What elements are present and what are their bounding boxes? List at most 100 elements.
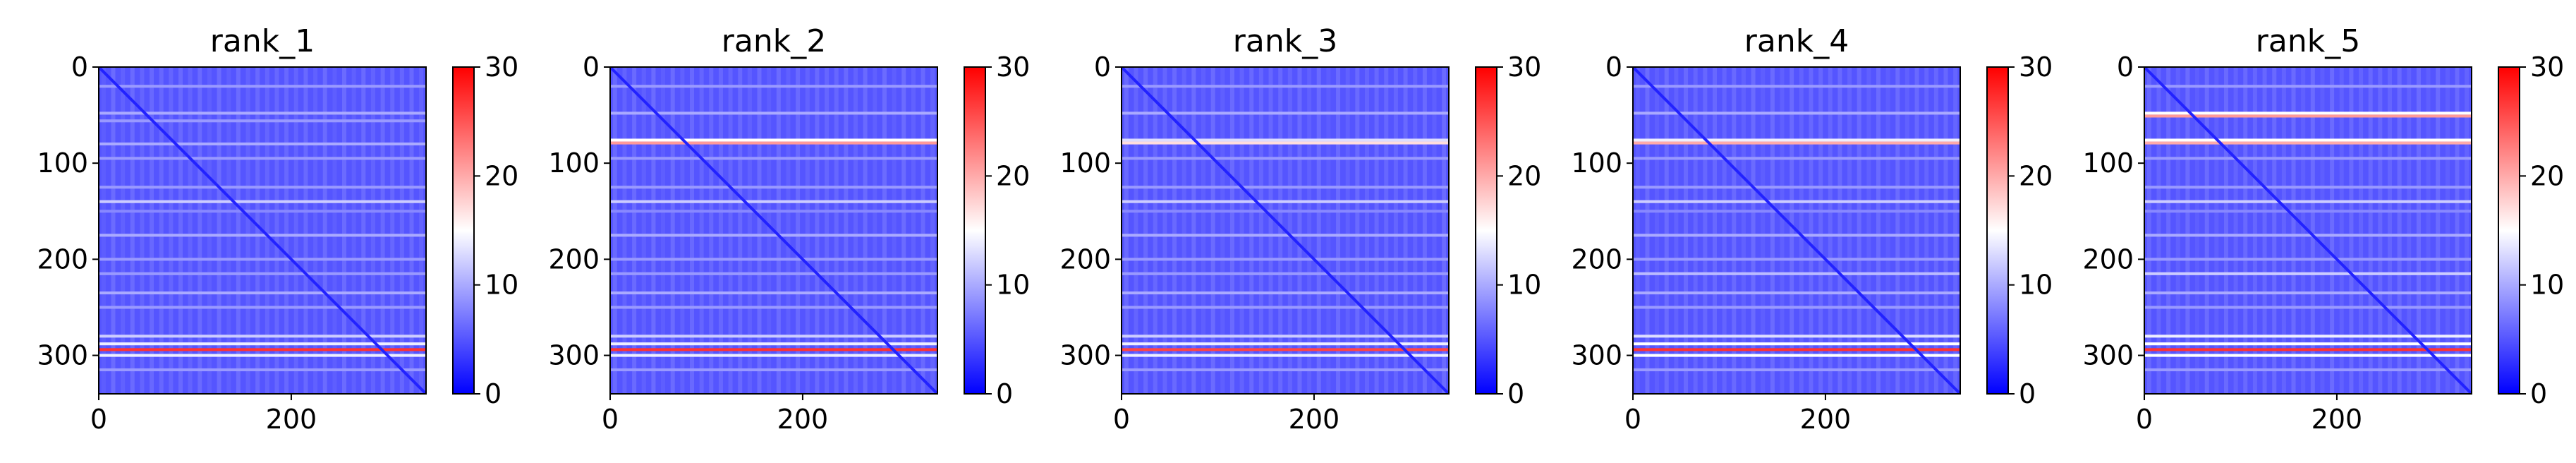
heatmap-texture-column bbox=[188, 67, 193, 394]
heatmap-texture-column bbox=[1268, 67, 1273, 394]
heatmap-texture-column bbox=[1143, 67, 1148, 394]
heatmap-panel-1: rank_1 0 100 200 300 0 200 0 10 20 30 bbox=[37, 23, 518, 435]
colorbar-tick-label: 10 bbox=[1507, 270, 1541, 301]
heatmap-band bbox=[610, 258, 937, 261]
heatmap-texture-column bbox=[303, 67, 308, 394]
heatmap-texture-column bbox=[2310, 67, 2315, 394]
heatmap-texture-column bbox=[680, 67, 685, 394]
heatmap-texture-column bbox=[1914, 67, 1919, 394]
heatmap-texture-column bbox=[1316, 67, 1321, 394]
colorbar bbox=[1986, 66, 2009, 395]
colorbar bbox=[452, 66, 475, 395]
heatmap-texture-column bbox=[2262, 67, 2267, 394]
colorbar-tick-label: 10 bbox=[485, 270, 518, 301]
heatmap-band bbox=[1122, 342, 1449, 346]
heatmap-band bbox=[610, 306, 937, 309]
heatmap-texture-column bbox=[159, 67, 164, 394]
heatmap-texture-column bbox=[892, 67, 897, 394]
heatmap-texture-column bbox=[853, 67, 858, 394]
panel-title: rank_4 bbox=[1744, 23, 1849, 59]
heatmap-texture-column bbox=[1229, 67, 1234, 394]
y-tick-label: 300 bbox=[548, 340, 600, 371]
heatmap-band bbox=[2144, 138, 2472, 142]
heatmap-band bbox=[1122, 272, 1449, 275]
heatmap-band bbox=[99, 119, 426, 123]
heatmap-band bbox=[610, 141, 937, 145]
heatmap-band bbox=[610, 272, 937, 275]
heatmap-texture-column bbox=[1297, 67, 1302, 394]
heatmap-texture-column bbox=[699, 67, 704, 394]
heatmap-texture-column bbox=[2368, 67, 2373, 394]
axes-frame bbox=[98, 66, 427, 395]
heatmap-image bbox=[610, 67, 937, 394]
heatmap-band bbox=[610, 354, 937, 357]
heatmap-texture-column bbox=[2301, 67, 2306, 394]
colorbar-tick-label: 10 bbox=[2019, 270, 2053, 301]
x-tick-label: 0 bbox=[2136, 404, 2153, 435]
heatmap-texture-column bbox=[2272, 67, 2277, 394]
heatmap-texture-column bbox=[1374, 67, 1379, 394]
heatmap-texture-column bbox=[1153, 67, 1158, 394]
heatmap-diagonal bbox=[2144, 67, 2472, 394]
heatmap-band bbox=[1633, 186, 1960, 189]
heatmap-panel-4: rank_4 0 100 200 300 0 200 0 10 20 30 bbox=[1571, 23, 2053, 435]
heatmap-band bbox=[1633, 342, 1960, 346]
heatmap-texture-column bbox=[805, 67, 810, 394]
y-tick-label: 200 bbox=[37, 243, 88, 275]
heatmap-diagonal bbox=[1122, 67, 1449, 394]
heatmap-texture-column bbox=[1239, 67, 1244, 394]
heatmap-band bbox=[2144, 272, 2472, 275]
heatmap-texture-column bbox=[1799, 67, 1804, 394]
heatmap-texture-column bbox=[815, 67, 820, 394]
colorbar-tick-label: 30 bbox=[2530, 52, 2564, 83]
heatmap-texture-column bbox=[1732, 67, 1737, 394]
heatmap-band bbox=[2144, 157, 2472, 160]
heatmap-band bbox=[99, 368, 426, 371]
heatmap-band bbox=[1122, 258, 1449, 261]
heatmap-texture-column bbox=[1162, 67, 1167, 394]
heatmap-texture-column bbox=[1191, 67, 1196, 394]
heatmap-texture-column bbox=[1770, 67, 1775, 394]
heatmap-band bbox=[1633, 157, 1960, 160]
colorbar-tick-label: 20 bbox=[2530, 160, 2564, 191]
colorbar bbox=[2498, 66, 2520, 395]
heatmap-texture-column bbox=[2455, 67, 2460, 394]
heatmap-texture-column bbox=[226, 67, 231, 394]
heatmap-texture-column bbox=[380, 67, 385, 394]
heatmap-band bbox=[99, 291, 426, 295]
heatmap-band bbox=[99, 354, 426, 357]
heatmap-texture-column bbox=[390, 67, 395, 394]
heatmap-texture-column bbox=[2359, 67, 2364, 394]
heatmap-band bbox=[99, 335, 426, 338]
heatmap-texture-column bbox=[2407, 67, 2412, 394]
heatmap-band bbox=[1633, 291, 1960, 295]
heatmap-texture-column bbox=[1645, 67, 1650, 394]
heatmap-band bbox=[610, 157, 937, 160]
heatmap-texture-column bbox=[351, 67, 356, 394]
colorbar-tick-label: 20 bbox=[485, 160, 518, 191]
heatmap-band bbox=[610, 368, 937, 371]
heatmap-band bbox=[99, 306, 426, 309]
heatmap-image bbox=[1122, 67, 1449, 394]
heatmap-texture-column bbox=[322, 67, 327, 394]
heatmap-band bbox=[1633, 272, 1960, 275]
heatmap-texture-column bbox=[2281, 67, 2286, 394]
heatmap-band bbox=[1122, 138, 1449, 142]
heatmap-band bbox=[1633, 354, 1960, 357]
axes-frame bbox=[1121, 66, 1450, 395]
heatmap-texture-column bbox=[1780, 67, 1785, 394]
heatmap-texture-column bbox=[2233, 67, 2238, 394]
heatmap-band bbox=[2144, 85, 2472, 88]
heatmap-texture-column bbox=[2156, 67, 2161, 394]
heatmap-texture-column bbox=[1365, 67, 1369, 394]
heatmap-texture-column bbox=[2243, 67, 2248, 394]
colorbar-tick-label: 0 bbox=[2530, 378, 2547, 409]
heatmap-texture-column bbox=[121, 67, 126, 394]
heatmap-band bbox=[99, 210, 426, 213]
heatmap-texture-column bbox=[1422, 67, 1427, 394]
heatmap-texture-column bbox=[844, 67, 849, 394]
heatmap-texture-column bbox=[1885, 67, 1890, 394]
heatmap-texture-column bbox=[1741, 67, 1746, 394]
heatmap-band bbox=[2144, 348, 2472, 351]
heatmap-band bbox=[2144, 234, 2472, 237]
